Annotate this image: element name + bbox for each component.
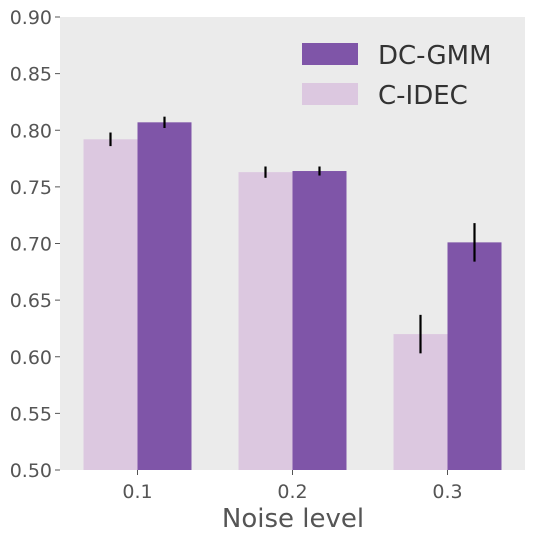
y-tick-label: 0.50 [10, 460, 52, 482]
x-axis-label: Noise level [222, 504, 364, 534]
y-tick-label: 0.70 [10, 234, 52, 256]
y-tick-label: 0.90 [10, 7, 52, 29]
bar-c-idec-0.1 [83, 139, 138, 470]
y-tick-label: 0.60 [10, 347, 52, 369]
bar-dc-gmm-0.3 [447, 242, 502, 470]
x-tick-label: 0.3 [432, 481, 462, 503]
y-axis: 0.50 0.55 0.60 0.65 0.70 0.75 0.80 0.85 0.90 [10, 7, 60, 482]
x-tick-label: 0.2 [277, 481, 307, 503]
legend-label-dc-gmm: DC-GMM [378, 41, 492, 71]
legend: DC-GMM C-IDEC [302, 41, 492, 111]
bar-dc-gmm-0.1 [137, 122, 192, 470]
bars-layer [83, 122, 502, 470]
legend-label-c-idec: C-IDEC [378, 81, 468, 111]
bar-dc-gmm-0.2 [292, 171, 347, 470]
error-bars-layer [109, 116, 476, 354]
bar-c-idec-0.3 [393, 334, 448, 470]
x-tick-label: 0.1 [122, 481, 152, 503]
y-tick-label: 0.55 [10, 403, 52, 425]
y-tick-label: 0.85 [10, 64, 52, 86]
legend-swatch-c-idec [302, 83, 358, 105]
bar-c-idec-0.2 [238, 172, 293, 470]
y-tick-label: 0.80 [10, 120, 52, 142]
legend-swatch-dc-gmm [302, 43, 358, 65]
y-tick-label: 0.65 [10, 290, 52, 312]
y-tick-label: 0.75 [10, 177, 52, 199]
x-axis: 0.1 0.2 0.3 [122, 470, 463, 503]
